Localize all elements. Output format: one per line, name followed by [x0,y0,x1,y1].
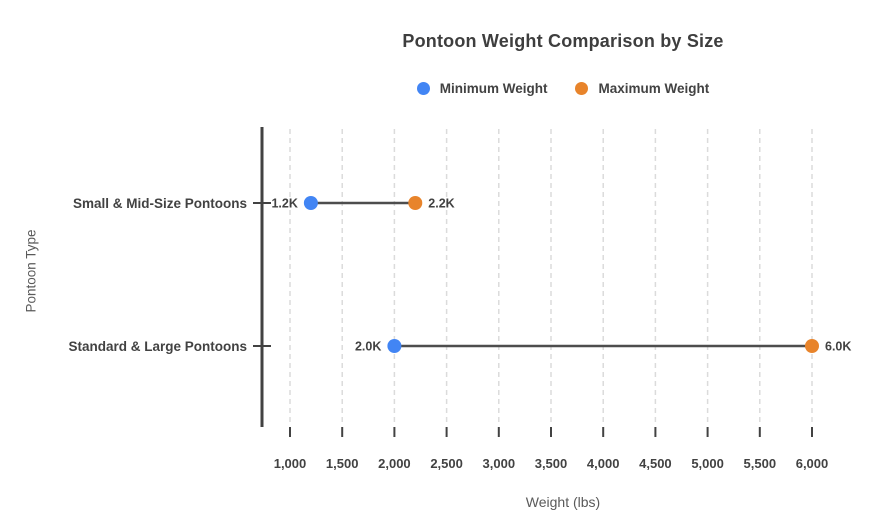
legend-item-maximum-weight[interactable]: Maximum Weight [575,81,709,96]
legend: Minimum Weight Maximum Weight [240,81,886,96]
min-point-label: 2.0K [355,340,381,354]
x-tick-label: 5,500 [744,456,777,471]
max-weight-point[interactable] [408,196,423,210]
legend-label-maximum: Maximum Weight [598,81,710,96]
legend-marker-maximum-icon [575,82,589,95]
x-tick-label: 4,000 [587,456,620,471]
x-tick-label: 2,500 [430,456,463,471]
x-tick-label: 2,000 [378,456,411,471]
x-tick-label: 3,500 [535,456,568,471]
category-label: Standard & Large Pontoons [68,339,247,354]
max-point-label: 2.2K [428,197,454,211]
legend-item-minimum-weight[interactable]: Minimum Weight [416,81,548,96]
legend-marker-minimum-icon [416,82,430,95]
category-label: Small & Mid-Size Pontoons [73,196,247,211]
min-weight-point[interactable] [303,196,318,210]
x-axis-title: Weight (lbs) [525,494,601,510]
min-weight-point[interactable] [387,339,402,353]
max-point-label: 6.0K [825,340,851,354]
x-tick-label: 1,500 [326,456,359,471]
x-tick-label: 5,000 [691,456,724,471]
legend-label-minimum: Minimum Weight [439,81,548,96]
x-tick-label: 3,000 [483,456,516,471]
x-tick-label: 4,500 [639,456,672,471]
max-weight-point[interactable] [805,339,819,353]
x-tick-label: 6,000 [796,456,829,471]
chart-title: Pontoon Weight Comparison by Size [402,31,724,51]
min-point-label: 1.2K [271,197,297,211]
x-tick-label: 1,000 [274,456,307,471]
